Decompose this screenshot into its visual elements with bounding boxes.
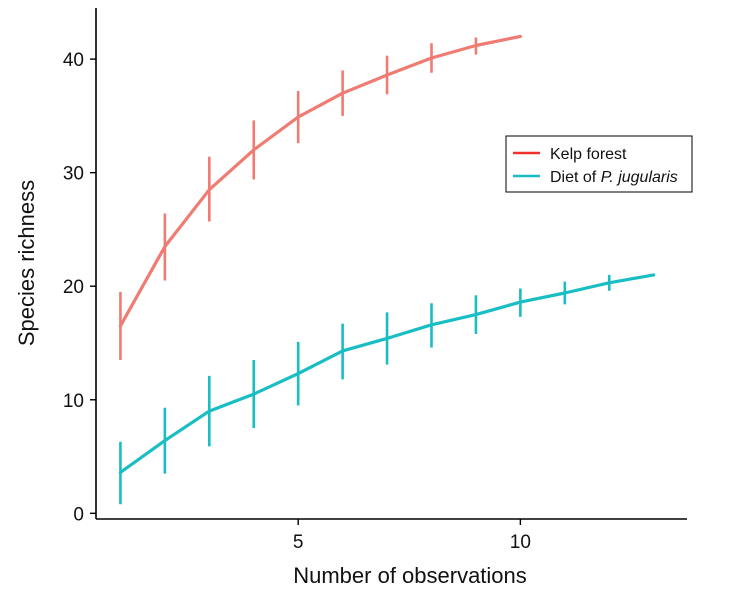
series-line bbox=[118, 34, 522, 328]
y-tick-label: 10 bbox=[63, 391, 84, 412]
series-1 bbox=[118, 273, 656, 505]
y-tick-label: 40 bbox=[63, 50, 84, 71]
legend: Kelp forest Diet of P. jugularis bbox=[505, 135, 693, 193]
axes-layer bbox=[95, 8, 687, 520]
y-tick-label: 30 bbox=[63, 164, 84, 185]
legend-label: Diet of P. jugularis bbox=[550, 169, 678, 186]
series-0 bbox=[118, 34, 522, 361]
series-line bbox=[118, 273, 656, 474]
y-tick-label: 20 bbox=[63, 277, 84, 298]
y-tick-label: 0 bbox=[73, 504, 84, 525]
ticks-layer: 0 10 20 30 40 5 10 bbox=[63, 50, 531, 553]
series-layer bbox=[118, 34, 656, 505]
x-tick-label: 10 bbox=[510, 532, 531, 553]
x-axis-title: Number of observations bbox=[293, 563, 527, 588]
legend-box bbox=[505, 135, 693, 193]
x-tick-label: 5 bbox=[293, 532, 304, 553]
y-axis-title: Species richness bbox=[14, 180, 39, 346]
legend-label: Kelp forest bbox=[550, 146, 627, 163]
